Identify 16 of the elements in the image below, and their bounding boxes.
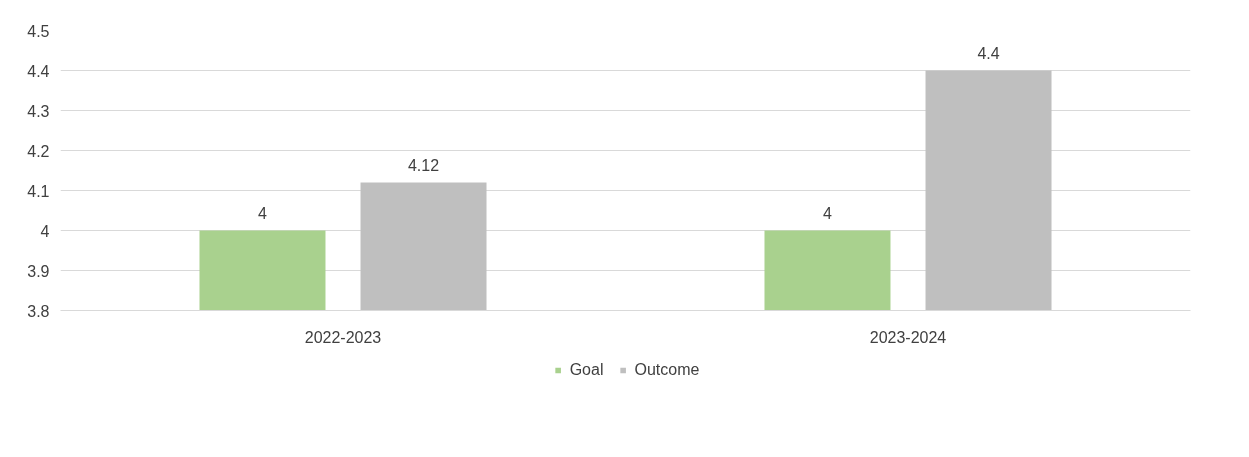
x-tick-label: 2022-2023 <box>304 328 382 346</box>
data-label: 4.12 <box>407 156 440 174</box>
data-label: 4 <box>823 204 833 222</box>
data-label: 4.4 <box>977 44 1000 62</box>
y-tick-label: 4.4 <box>27 62 50 80</box>
y-tick-label: 4.2 <box>27 142 50 160</box>
legend-label: Outcome <box>634 361 700 379</box>
legend-label: Goal <box>569 361 604 379</box>
x-tick-label: 2023-2024 <box>869 328 947 346</box>
data-label: 4 <box>258 204 268 222</box>
y-tick-label: 3.8 <box>27 302 50 320</box>
y-tick-label: 3.9 <box>27 262 50 280</box>
y-tick-label: 4 <box>40 222 50 240</box>
y-tick-label: 4.5 <box>27 22 50 40</box>
y-tick-label: 4.1 <box>27 182 50 200</box>
y-tick-label: 4.3 <box>27 102 50 120</box>
